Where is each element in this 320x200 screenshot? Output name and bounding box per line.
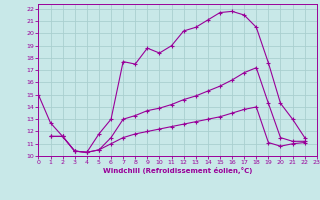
X-axis label: Windchill (Refroidissement éolien,°C): Windchill (Refroidissement éolien,°C) [103,167,252,174]
